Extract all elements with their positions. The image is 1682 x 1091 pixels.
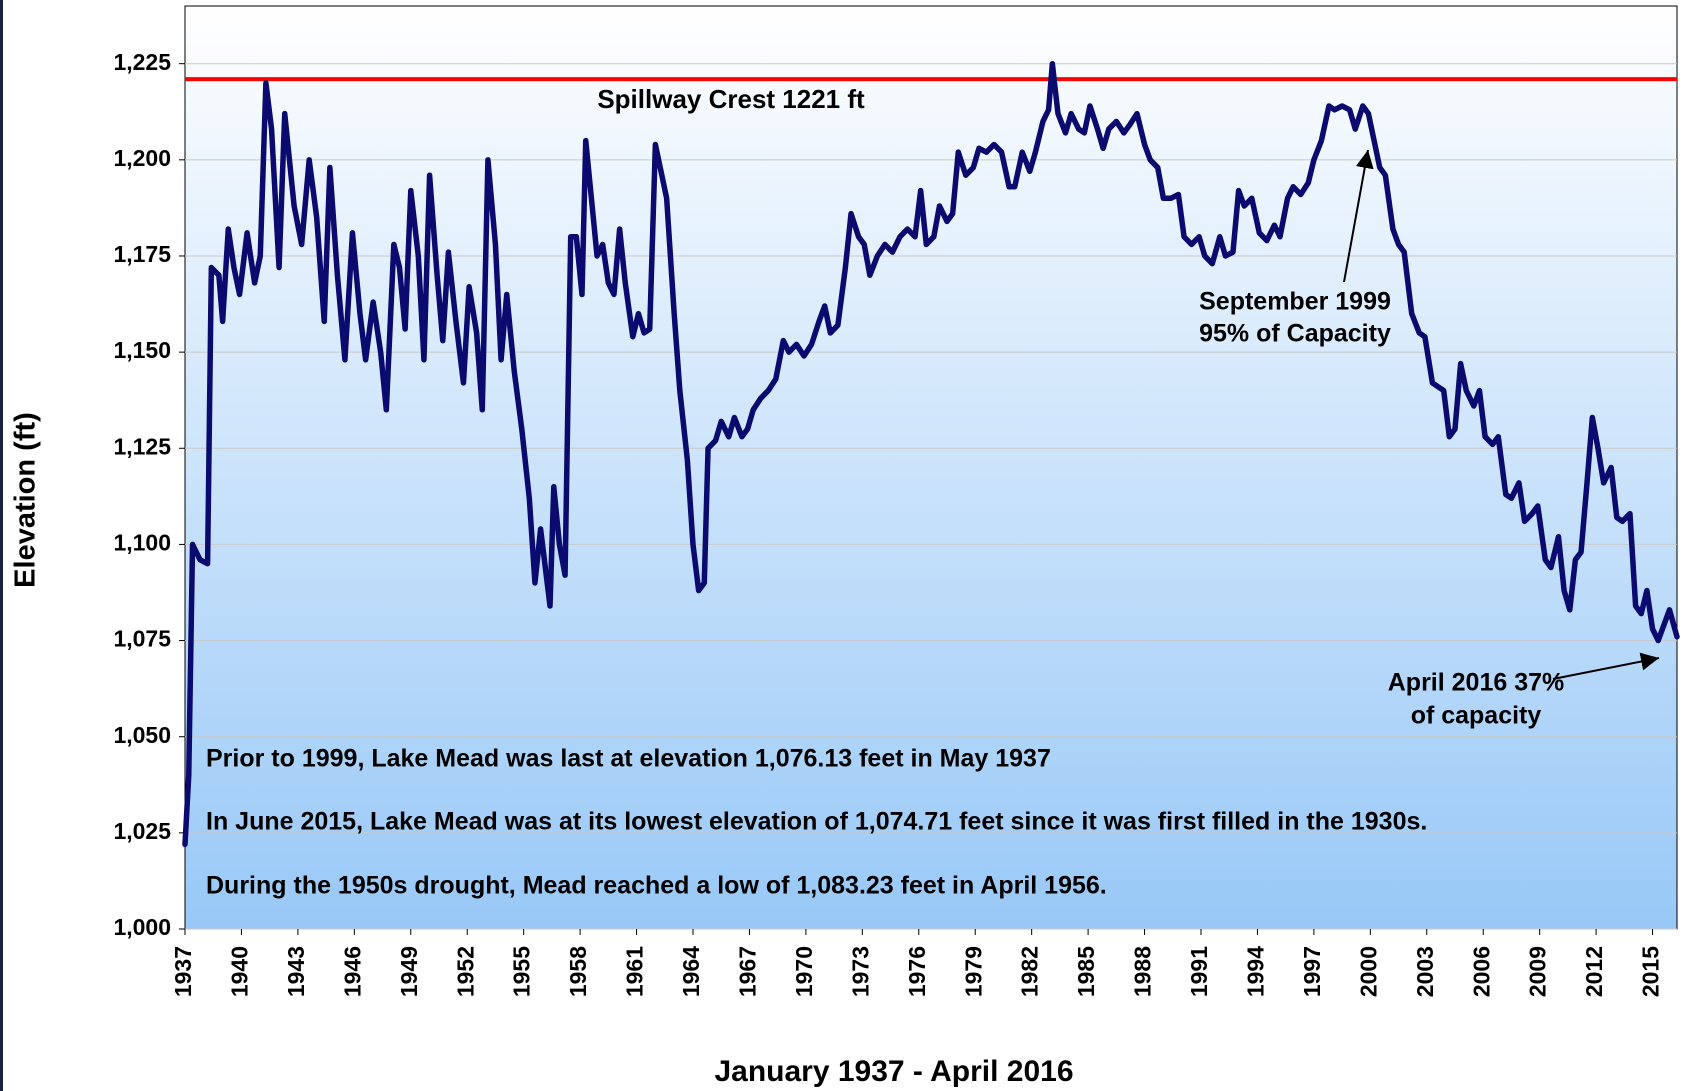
x-tick-label: 1940 (227, 946, 253, 997)
x-tick-label: 1943 (283, 946, 309, 997)
elevation-line (182, 60, 1680, 848)
x-tick-label: 1985 (1073, 946, 1099, 997)
x-tick-label: 1976 (904, 946, 930, 997)
annotation: September 1999 (1199, 288, 1391, 316)
y-tick-label: 1,025 (113, 818, 171, 844)
annotation: April 2016 37% (1388, 669, 1565, 697)
x-tick-label: 2009 (1525, 946, 1551, 997)
x-tick-label: 1988 (1130, 946, 1156, 997)
y-tick-label: 1,000 (113, 914, 171, 940)
x-tick-label: 1994 (1243, 946, 1269, 997)
x-tick-label: 1997 (1299, 946, 1325, 997)
x-tick-label: 1973 (847, 946, 873, 997)
left-edge (0, 0, 3, 1091)
x-tick-label: 1991 (1186, 946, 1212, 997)
x-tick-label: 1955 (509, 946, 535, 997)
y-axis-title: Elevation (ft) (10, 412, 42, 588)
note: During the 1950s drought, Mead reached a… (206, 872, 1107, 900)
plot-area (184, 5, 1678, 930)
annotation-arrow (1552, 652, 1660, 680)
x-tick-label: 1982 (1017, 946, 1043, 997)
x-tick-label: 1952 (452, 946, 478, 997)
x-axis-title: January 1937 - April 2016 (714, 1055, 1073, 1088)
y-tick-label: 1,125 (113, 433, 171, 459)
x-tick-label: 1979 (960, 946, 986, 997)
x-tick-label: 2003 (1412, 946, 1438, 997)
x-tick-label: 1964 (678, 946, 704, 997)
y-tick-label: 1,100 (113, 529, 171, 555)
y-tick-label: 1,075 (113, 626, 171, 652)
note: In June 2015, Lake Mead was at its lowes… (206, 808, 1427, 836)
annotation-arrow (1343, 149, 1374, 283)
annotation: of capacity (1411, 702, 1542, 730)
x-tick-label: 2000 (1355, 946, 1381, 997)
y-tick-label: 1,225 (113, 49, 171, 75)
x-tick-label: 1970 (791, 946, 817, 997)
y-tick-label: 1,200 (113, 145, 171, 171)
y-tick-label: 1,050 (113, 722, 171, 748)
x-tick-label: 2006 (1468, 946, 1494, 997)
y-tick-label: 1,175 (113, 241, 171, 267)
x-tick-label: 1967 (735, 946, 761, 997)
x-tick-label: 1958 (565, 946, 591, 997)
x-tick-label: 1961 (622, 946, 648, 997)
x-tick-label: 1946 (339, 946, 365, 997)
x-tick-label: 1937 (170, 946, 196, 997)
x-tick-label: 2015 (1638, 946, 1664, 997)
x-tick-label: 1949 (396, 946, 422, 997)
x-tick-label: 2012 (1581, 946, 1607, 997)
note: Prior to 1999, Lake Mead was last at ele… (206, 745, 1051, 773)
y-tick-label: 1,150 (113, 337, 171, 363)
spillway-label: Spillway Crest 1221 ft (597, 84, 865, 114)
annotation: 95% of Capacity (1199, 320, 1391, 348)
